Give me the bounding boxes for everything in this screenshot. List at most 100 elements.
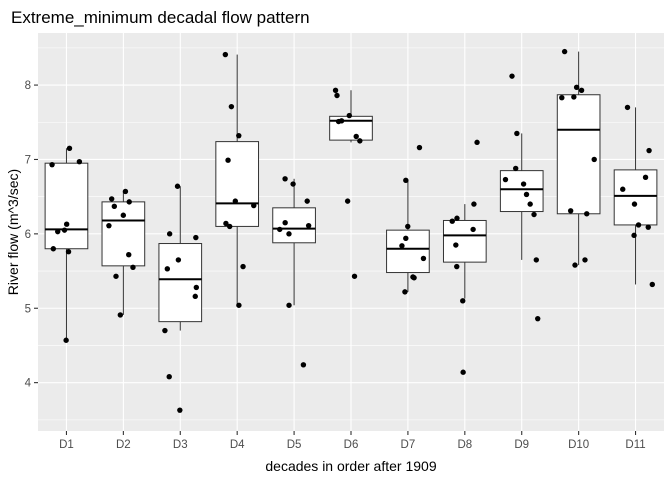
data-point — [226, 223, 233, 230]
data-point — [346, 112, 353, 119]
data-point — [449, 218, 455, 224]
data-point — [453, 242, 459, 248]
data-point — [591, 156, 597, 163]
box-d10 — [556, 51, 601, 266]
data-point — [357, 138, 363, 144]
x-tick-label: D1 — [59, 439, 74, 451]
y-axis-title: River flow (m^3/sec) — [5, 169, 21, 295]
data-point — [513, 165, 519, 172]
points-layer — [49, 48, 655, 413]
data-point — [66, 145, 73, 152]
data-point — [175, 257, 182, 263]
y-tick-label: 7 — [25, 154, 31, 166]
data-point — [420, 255, 427, 262]
data-point — [573, 84, 580, 91]
data-point — [572, 262, 578, 268]
data-point — [55, 228, 61, 235]
x-tick-label: D7 — [401, 439, 416, 451]
data-point — [520, 181, 527, 187]
data-point — [514, 130, 520, 137]
x-tick-label: D9 — [514, 439, 529, 451]
data-point — [559, 95, 565, 101]
x-axis: D1 D2 D3 D4 D5 D6 D7 D8 D9 D10 D11 — [59, 431, 646, 451]
data-point — [535, 315, 541, 322]
data-point — [470, 226, 476, 233]
x-tick-label: D4 — [230, 439, 245, 451]
data-point — [61, 227, 68, 233]
data-point — [63, 221, 70, 227]
data-point — [567, 208, 574, 214]
data-point — [527, 201, 533, 207]
data-point — [635, 222, 642, 228]
data-point — [460, 369, 466, 375]
data-point — [63, 337, 69, 343]
data-point — [571, 94, 577, 100]
data-point — [225, 157, 231, 163]
data-point — [251, 202, 257, 209]
data-point — [106, 222, 112, 229]
chart-title: Extreme_minimum decadal flow pattern — [11, 8, 310, 27]
data-point — [192, 293, 198, 300]
data-point — [130, 264, 136, 271]
data-point — [338, 118, 345, 124]
box-iqr — [215, 141, 260, 227]
data-point — [122, 188, 129, 195]
data-point — [76, 158, 83, 165]
data-point — [49, 161, 55, 168]
data-point — [290, 181, 296, 187]
data-point — [584, 211, 590, 217]
data-point — [65, 249, 72, 255]
x-tick-label: D11 — [625, 439, 645, 451]
x-tick-label: D2 — [116, 439, 131, 451]
data-point — [240, 263, 246, 270]
box-d3 — [158, 186, 203, 331]
data-point — [399, 243, 405, 249]
box-iqr — [101, 201, 146, 267]
box-iqr — [158, 243, 203, 323]
data-point — [126, 251, 132, 258]
data-point — [277, 226, 283, 233]
y-axis: 4 5 6 7 8 — [25, 80, 38, 390]
data-point — [228, 103, 235, 110]
data-point — [561, 48, 568, 55]
box-d1 — [44, 148, 89, 341]
x-tick-label: D6 — [344, 439, 359, 451]
data-point — [111, 203, 118, 210]
data-point — [454, 215, 460, 221]
data-point — [351, 273, 358, 279]
data-point — [582, 257, 588, 263]
data-point — [50, 246, 57, 252]
data-point — [416, 144, 423, 151]
data-point — [531, 211, 537, 218]
data-point — [164, 266, 171, 272]
data-point — [631, 232, 637, 239]
y-tick-label: 8 — [25, 80, 31, 92]
data-point — [471, 201, 477, 207]
box-iqr — [613, 169, 658, 226]
data-point — [624, 104, 631, 111]
box-d4 — [215, 54, 260, 306]
data-point — [403, 177, 409, 183]
data-point — [108, 196, 115, 202]
data-point — [631, 201, 638, 207]
data-point — [236, 132, 242, 139]
x-axis-title: decades in order after 1909 — [265, 458, 436, 474]
data-point — [405, 223, 411, 230]
data-point — [578, 87, 585, 93]
data-point — [502, 176, 509, 183]
data-point — [193, 284, 200, 291]
box-d9 — [499, 133, 544, 260]
data-point — [193, 234, 199, 241]
data-point — [232, 198, 239, 204]
box-d2 — [101, 191, 146, 315]
box-iqr — [499, 170, 544, 213]
data-point — [410, 274, 416, 280]
data-point — [533, 257, 540, 263]
y-tick-label: 5 — [25, 303, 31, 315]
data-point — [126, 199, 132, 205]
boxes-layer — [44, 51, 658, 341]
data-point — [403, 235, 409, 242]
data-point — [645, 224, 651, 230]
box-d8 — [442, 204, 487, 299]
